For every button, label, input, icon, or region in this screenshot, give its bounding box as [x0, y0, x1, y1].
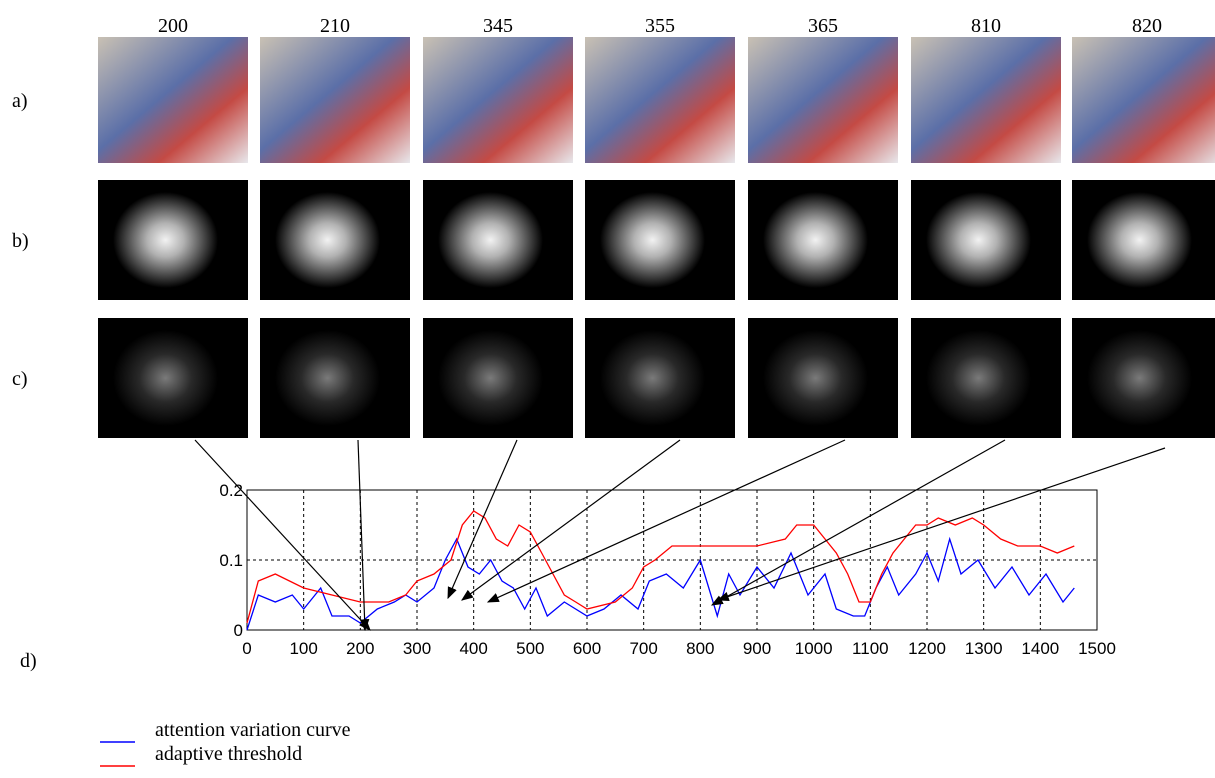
frame-label: 345: [483, 15, 513, 37]
series-line: [246, 510, 1075, 624]
thumbnail: [585, 37, 735, 163]
thumbnail: [98, 37, 248, 163]
x-tick-label: 100: [289, 639, 317, 658]
thumbnail: [423, 37, 573, 163]
saliency-blob: [1087, 192, 1192, 288]
x-tick-label: 500: [516, 639, 544, 658]
x-tick-label: 800: [686, 639, 714, 658]
row-label: c): [12, 368, 28, 390]
x-tick-label: 300: [403, 639, 431, 658]
thumbnail: [911, 37, 1061, 163]
saliency-blob: [1087, 330, 1192, 426]
thumbnail: [748, 37, 898, 163]
arrows: [194, 439, 1166, 632]
x-tick-label: 900: [743, 639, 771, 658]
row-label: a): [12, 90, 28, 112]
plot-frame: [246, 489, 1098, 631]
frame-label: 355: [645, 15, 675, 37]
x-tick-label: 1200: [908, 639, 946, 658]
row-label: d): [20, 650, 37, 672]
x-tick-label: 1400: [1021, 639, 1059, 658]
x-tick-label: 200: [346, 639, 374, 658]
saliency-blob: [763, 192, 868, 288]
thumbnail: [1072, 37, 1215, 163]
saliency-blob: [926, 192, 1031, 288]
saliency-blob: [275, 330, 380, 426]
saliency-blob: [763, 330, 868, 426]
x-tick-label: 0: [242, 639, 251, 658]
saliency-blob: [926, 330, 1031, 426]
saliency-blob: [438, 192, 543, 288]
frame-label: 210: [320, 15, 350, 37]
x-tick-label: 1500: [1078, 639, 1116, 658]
x-tick-label: 1300: [965, 639, 1003, 658]
series-line: [246, 536, 1075, 631]
saliency-blob: [438, 330, 543, 426]
frame-label: 810: [971, 15, 1001, 37]
y-tick-label: 0: [234, 621, 243, 640]
saliency-blob: [275, 192, 380, 288]
thumbnail: [260, 37, 410, 163]
x-tick-label: 1000: [795, 639, 833, 658]
x-tick-label: 700: [629, 639, 657, 658]
legend-label: adaptive threshold: [155, 743, 302, 765]
frame-label: 200: [158, 15, 188, 37]
x-tick-label: 400: [459, 639, 487, 658]
x-tick-label: 1100: [852, 639, 889, 658]
row-label: b): [12, 230, 29, 252]
saliency-blob: [600, 192, 705, 288]
frame-label: 365: [808, 15, 838, 37]
y-tick-label: 0.2: [219, 481, 243, 500]
saliency-blob: [600, 330, 705, 426]
y-tick-label: 0.1: [219, 551, 243, 570]
saliency-blob: [113, 330, 218, 426]
frame-label: 820: [1132, 15, 1162, 37]
x-tick-label: 600: [573, 639, 601, 658]
saliency-blob: [113, 192, 218, 288]
legend-label: attention variation curve: [155, 719, 351, 741]
